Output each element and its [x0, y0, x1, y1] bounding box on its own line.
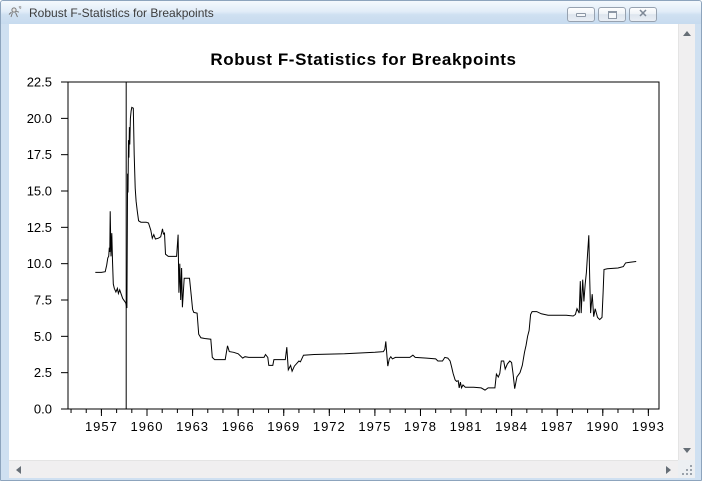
y-tick-label: 2.5	[34, 365, 52, 380]
titlebar[interactable]: Robust F-Statistics for Breakpoints ✕	[1, 1, 701, 24]
y-tick-label: 22.5	[27, 75, 52, 90]
x-tick-label: 1966	[222, 419, 255, 434]
y-tick-label: 5.0	[34, 329, 52, 344]
series-line	[95, 106, 637, 391]
x-tick-label: 1960	[131, 419, 164, 434]
x-tick-label: 1981	[450, 419, 483, 434]
restore-icon	[607, 10, 617, 19]
x-tick-label: 1975	[358, 419, 391, 434]
resize-grip-icon[interactable]	[690, 473, 692, 475]
scrollbar-corner	[678, 460, 695, 478]
y-tick-label: 17.5	[27, 147, 52, 162]
y-tick-label: 0.0	[34, 402, 52, 417]
horizontal-scrollbar[interactable]	[9, 460, 678, 478]
y-tick-label: 10.0	[27, 256, 52, 271]
y-tick-label: 7.5	[34, 293, 52, 308]
plot-frame	[67, 81, 660, 410]
x-tick-label: 1972	[313, 419, 346, 434]
x-tick-label: 1957	[85, 419, 118, 434]
scroll-up-icon[interactable]	[683, 31, 691, 36]
x-tick-label: 1963	[176, 419, 209, 434]
close-button[interactable]: ✕	[629, 7, 657, 22]
x-tick-label: 1990	[586, 419, 619, 434]
x-tick-label: 1987	[541, 419, 574, 434]
scroll-down-icon[interactable]	[683, 448, 691, 453]
chart-title: Robust F-Statistics for Breakpoints	[210, 50, 517, 69]
chart-client-area[interactable]: Robust F-Statistics for Breakpoints 0.0 2…	[9, 24, 678, 460]
scroll-right-icon[interactable]	[666, 466, 671, 474]
graph-object-icon	[7, 5, 23, 21]
y-tick-label: 12.5	[27, 220, 52, 235]
scroll-left-icon[interactable]	[16, 466, 21, 474]
x-tick-label: 1993	[632, 419, 665, 434]
window-controls: ✕	[567, 7, 657, 22]
y-tick-label: 15.0	[27, 184, 52, 199]
x-tick-label: 1984	[495, 419, 528, 434]
f-statistics-chart: 0.0 2.5 5.0 7.5 10.0 12.5 15.0 17.5 20.0 22.5 1957…	[27, 75, 665, 435]
x-tick-label: 1969	[267, 419, 300, 434]
close-icon: ✕	[638, 8, 648, 20]
y-tick-label: 20.0	[27, 111, 52, 126]
minimize-button[interactable]	[567, 7, 595, 22]
minimize-icon	[576, 12, 586, 17]
restore-button[interactable]	[598, 7, 626, 22]
vertical-scrollbar[interactable]	[678, 24, 695, 460]
x-tick-label: 1978	[404, 419, 437, 434]
window-title: Robust F-Statistics for Breakpoints	[29, 5, 214, 20]
